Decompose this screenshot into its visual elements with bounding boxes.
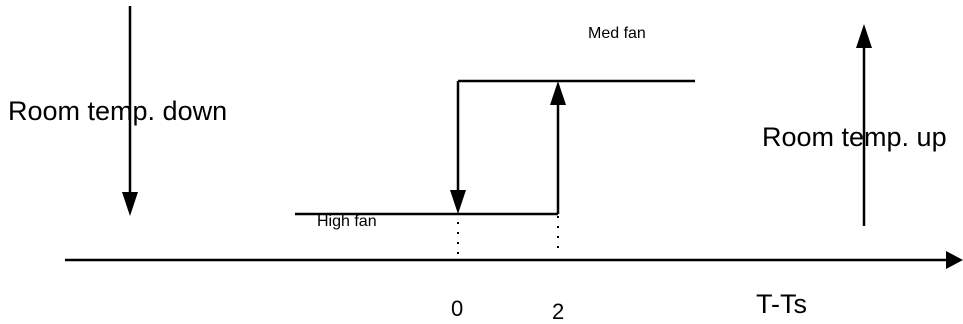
x-axis-title: T-Ts: [756, 289, 807, 319]
tick-label-two: 2: [552, 299, 565, 324]
room-temp-up-label: Room temp. up: [762, 122, 947, 152]
tick-label-zero: 0: [451, 296, 464, 321]
down-transition-arrowhead: [450, 190, 466, 214]
med-fan-label: Med fan: [588, 25, 646, 42]
room-temp-up-arrowhead: [856, 24, 872, 48]
up-transition-arrowhead: [550, 81, 566, 105]
room-temp-down-arrowhead: [122, 192, 138, 216]
x-axis-arrowhead: [946, 251, 963, 269]
room-temp-down-label: Room temp. down: [8, 96, 228, 126]
high-fan-label: High fan: [317, 213, 377, 230]
